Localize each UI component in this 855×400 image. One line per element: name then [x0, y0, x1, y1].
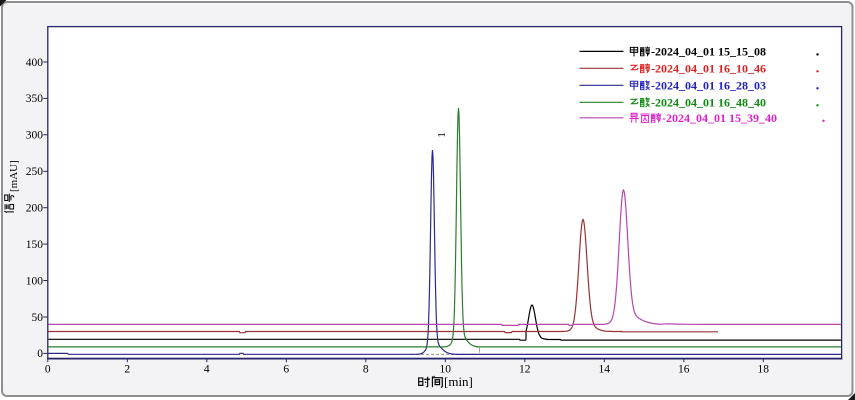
svg-text:0: 0	[45, 364, 51, 376]
svg-text:100: 100	[26, 275, 44, 287]
svg-text:2: 2	[124, 364, 130, 376]
svg-text:200: 200	[26, 203, 44, 215]
svg-text:0: 0	[37, 348, 43, 360]
svg-text:4: 4	[204, 364, 210, 376]
svg-text:6: 6	[283, 364, 289, 376]
svg-text:8: 8	[363, 364, 369, 376]
svg-text:10: 10	[440, 364, 452, 376]
svg-text:-2024_04_01 16_28_03: -2024_04_01 16_28_03	[651, 78, 766, 92]
svg-text:[mAU]: [mAU]	[8, 160, 20, 192]
svg-text:12: 12	[519, 364, 531, 376]
svg-text:1: 1	[436, 132, 448, 138]
svg-text:-2024_04_01 15_15_08: -2024_04_01 15_15_08	[651, 44, 766, 58]
svg-text:-2024_04_01 16_10_46: -2024_04_01 16_10_46	[651, 61, 766, 75]
svg-text:14: 14	[599, 364, 611, 376]
svg-text:-2024_04_01 16_48_40: -2024_04_01 16_48_40	[651, 95, 766, 109]
svg-text:150: 150	[26, 239, 44, 251]
svg-text:16: 16	[678, 364, 690, 376]
svg-text:-2024_04_01 15_39_40: -2024_04_01 15_39_40	[662, 111, 777, 125]
svg-text:250: 250	[26, 166, 44, 178]
svg-text:18: 18	[758, 364, 770, 376]
svg-text:350: 350	[26, 93, 44, 105]
svg-text:300: 300	[26, 130, 44, 142]
svg-text:50: 50	[32, 312, 44, 324]
svg-text:[min]: [min]	[444, 374, 473, 389]
svg-text:400: 400	[26, 57, 44, 69]
